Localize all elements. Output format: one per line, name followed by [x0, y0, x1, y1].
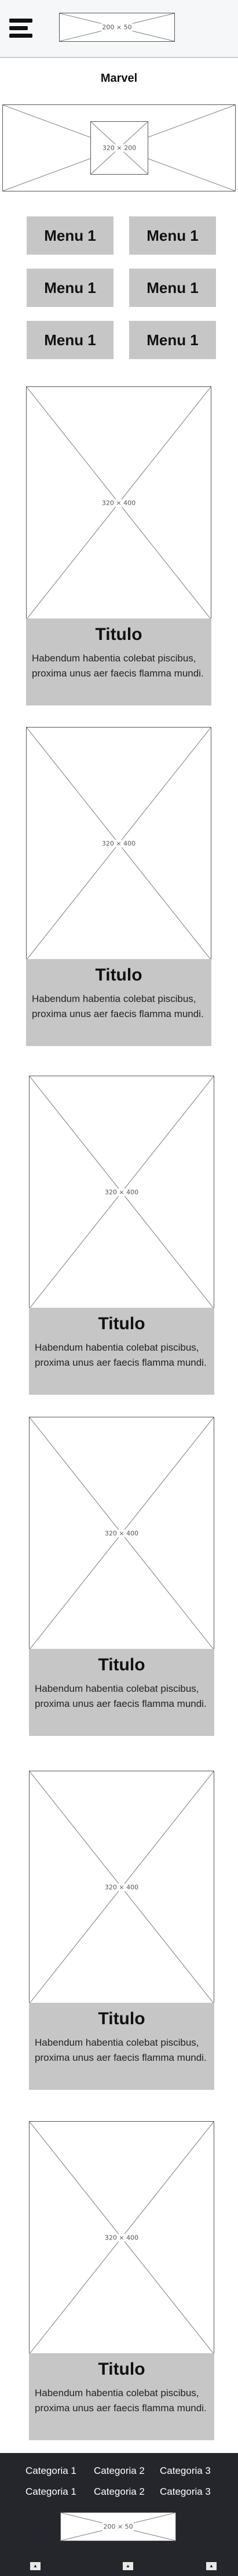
header-logo-placeholder[interactable]: 200 × 50 — [59, 13, 175, 42]
card-title[interactable]: Titulo — [95, 625, 142, 644]
card-image-placeholder[interactable]: 320 × 400 — [29, 1076, 214, 1309]
menu-button[interactable]: Menu 1 — [129, 216, 216, 255]
scroll-up-arrow-icon[interactable]: ▲ — [30, 2562, 41, 2570]
card-image-label: 320 × 400 — [103, 2234, 140, 2242]
menu-button[interactable]: Menu 1 — [27, 321, 113, 359]
card-title[interactable]: Titulo — [98, 2009, 145, 2028]
footer-category-link[interactable]: Categoria 3 — [160, 2486, 211, 2497]
card-image-label: 320 × 400 — [103, 1529, 140, 1537]
menu-button[interactable]: Menu 1 — [27, 269, 113, 307]
footer-category-link[interactable]: Categoria 2 — [94, 2465, 145, 2476]
card-image-placeholder[interactable]: 320 × 400 — [29, 2121, 214, 2354]
hamburger-menu-icon[interactable] — [9, 19, 32, 38]
card-image-placeholder[interactable]: 320 × 400 — [26, 386, 211, 620]
card-image-label: 320 × 400 — [100, 840, 137, 848]
menu-button[interactable]: Menu 1 — [27, 216, 113, 255]
card-description: Habendum habentia colebat piscibus, prox… — [29, 1308, 214, 1395]
card-description: Habendum habentia colebat piscibus, prox… — [26, 618, 211, 705]
hero-image-label: 320 × 200 — [101, 144, 138, 152]
card-image-placeholder[interactable]: 320 × 400 — [29, 1771, 214, 2004]
footer-logo-label: 200 × 50 — [102, 2523, 134, 2531]
card-description: Habendum habentia colebat piscibus, prox… — [26, 959, 211, 1046]
scroll-up-arrow-icon[interactable]: ▲ — [123, 2562, 133, 2570]
card-image-placeholder[interactable]: 320 × 400 — [26, 727, 211, 960]
hero-image-placeholder: 320 × 200 — [90, 121, 148, 175]
card-description: Habendum habentia colebat piscibus, prox… — [29, 1649, 214, 1736]
card-title[interactable]: Titulo — [98, 1314, 145, 1333]
card-image-label: 320 × 400 — [103, 1188, 140, 1196]
footer-category-link[interactable]: Categoria 3 — [160, 2465, 211, 2476]
card-title[interactable]: Titulo — [95, 965, 142, 985]
page-title: Marvel — [100, 72, 138, 85]
menu-button[interactable]: Menu 1 — [129, 269, 216, 307]
footer-category-link[interactable]: Categoria 1 — [25, 2486, 76, 2497]
card-image-label: 320 × 400 — [100, 499, 137, 507]
footer-category-link[interactable]: Categoria 1 — [25, 2465, 76, 2476]
hamburger-bar — [9, 19, 32, 23]
card-title[interactable]: Titulo — [98, 1655, 145, 1674]
card-description: Habendum habentia colebat piscibus, prox… — [29, 2353, 214, 2440]
footer-category-link[interactable]: Categoria 2 — [94, 2486, 145, 2497]
scroll-up-arrow-icon[interactable]: ▲ — [206, 2562, 217, 2570]
header-logo-label: 200 × 50 — [101, 23, 133, 31]
card-image-label: 320 × 400 — [103, 1883, 140, 1891]
menu-button[interactable]: Menu 1 — [129, 321, 216, 359]
footer-logo-placeholder[interactable]: 200 × 50 — [60, 2512, 176, 2541]
card-title[interactable]: Titulo — [98, 2360, 145, 2379]
hero-banner-placeholder: 320 × 200 — [2, 104, 236, 191]
card-image-placeholder[interactable]: 320 × 400 — [29, 1417, 214, 1650]
card-description: Habendum habentia colebat piscibus, prox… — [29, 2003, 214, 2090]
hamburger-bar — [9, 26, 28, 30]
hamburger-bar — [9, 34, 32, 38]
top-header: 200 × 50 — [0, 0, 238, 58]
